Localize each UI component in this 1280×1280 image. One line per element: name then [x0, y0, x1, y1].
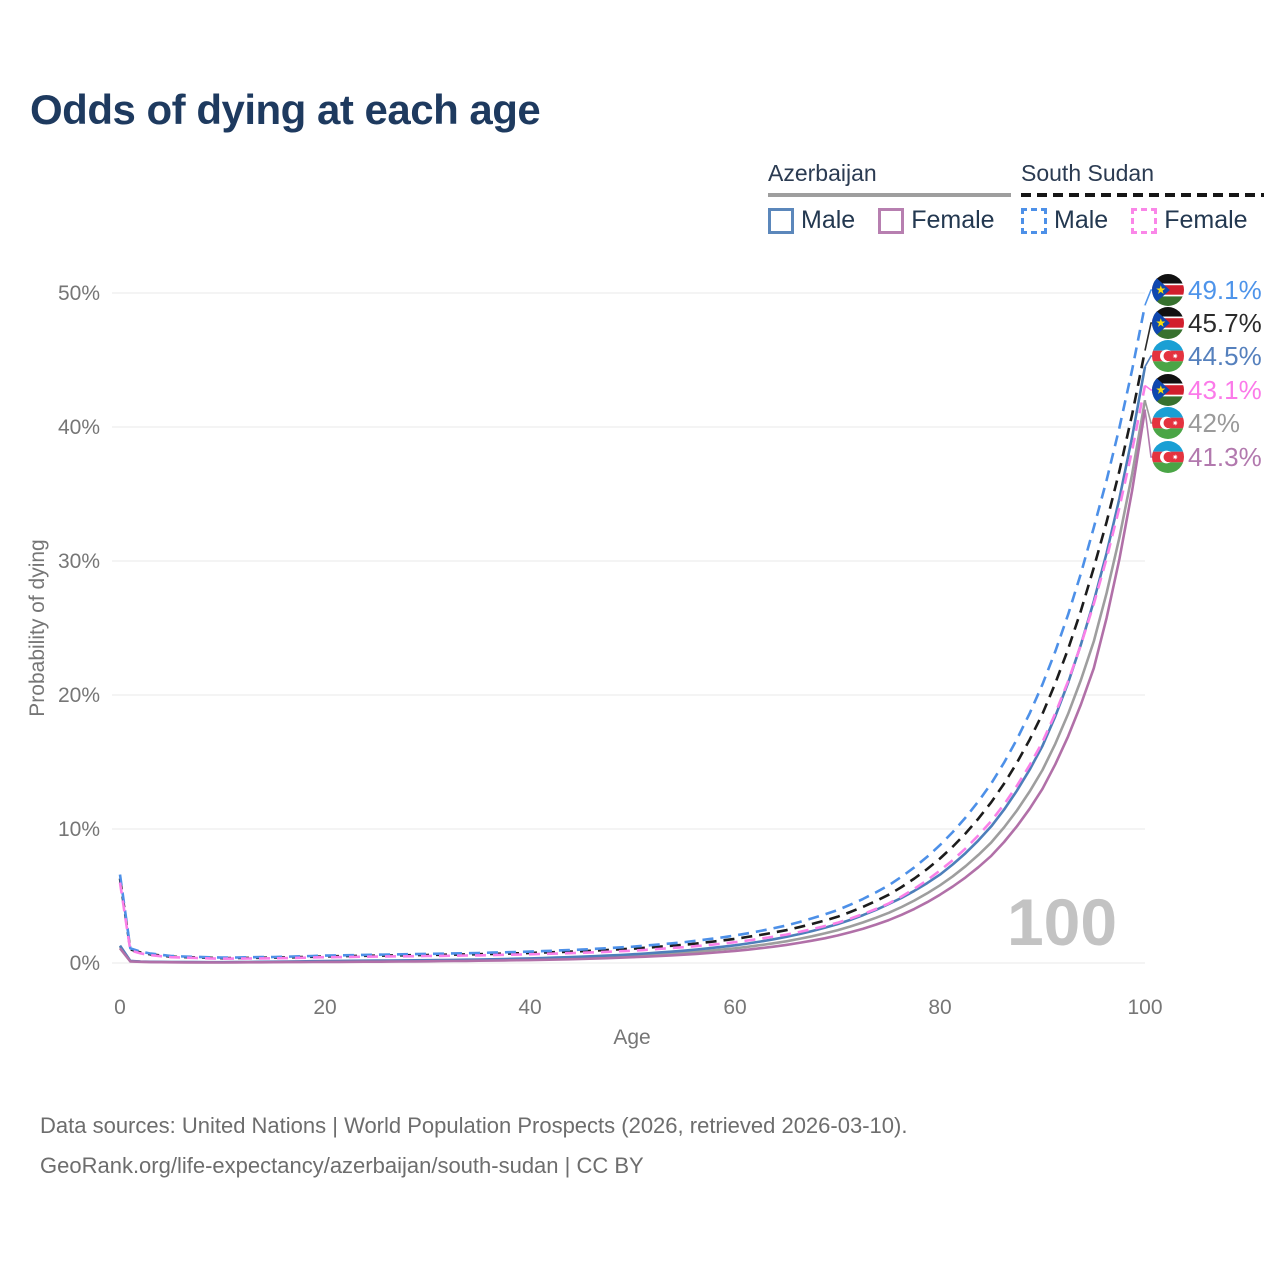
x-tick-label-80: 80 [928, 996, 951, 1019]
end-label-az_male: 44.5% [1188, 341, 1262, 371]
legend-label-south-sudan-female[interactable]: Female [1164, 206, 1248, 234]
legend-heading-south-sudan: South Sudan [1021, 160, 1155, 186]
legend-item-azerbaijan-female[interactable]: Female [878, 206, 995, 235]
x-tick-label-20: 20 [313, 996, 336, 1019]
legend-heading-azerbaijan: Azerbaijan [768, 160, 877, 186]
flag-azerbaijan-icon [1152, 441, 1184, 473]
azerbaijan-female-swatch-icon[interactable] [878, 207, 905, 234]
legend-label-south-sudan-male[interactable]: Male [1054, 206, 1109, 234]
end-label-az_both: 42% [1188, 408, 1240, 438]
legend-group-south-sudan: South Sudan Male Female [1021, 160, 1264, 235]
curve-south-sudan-female [118, 385, 1147, 960]
x-tick-label-0: 0 [114, 996, 126, 1019]
y-tick-label-0: 0% [70, 952, 100, 975]
flag-azerbaijan-icon [1152, 407, 1184, 439]
end-label-ss_female: 43.1% [1188, 375, 1262, 405]
legend-underline-azerbaijan-solid [768, 193, 1011, 197]
y-tick-label-40: 40% [58, 416, 100, 439]
legend-item-south-sudan-male[interactable]: Male [1021, 206, 1108, 235]
end-label-ss_both: 45.7% [1188, 308, 1262, 338]
flag-azerbaijan-icon [1152, 340, 1184, 372]
curve-azerbaijan-male [118, 366, 1147, 964]
legend-item-azerbaijan-male[interactable]: Male [768, 206, 855, 235]
x-tick-label-40: 40 [518, 996, 541, 1019]
age-watermark: 100 [1007, 885, 1117, 959]
data-source-footer: Data sources: United Nations | World Pop… [40, 1106, 907, 1186]
curve-azerbaijan-both [118, 399, 1147, 964]
end-label-ss_male: 49.1% [1188, 275, 1262, 305]
legend-underline-south-sudan-dashed [1021, 193, 1264, 197]
chart-title: Odds of dying at each age [30, 86, 541, 133]
y-axis-title: Probability of dying [26, 539, 49, 716]
y-tick-label-30: 30% [58, 550, 100, 573]
legend-group-azerbaijan: Azerbaijan Male Female [768, 160, 1011, 235]
y-tick-label-10: 10% [58, 818, 100, 841]
y-tick-label-50: 50% [58, 282, 100, 305]
flag-south-sudan-icon [1152, 374, 1184, 406]
legend-label-azerbaijan-male[interactable]: Male [801, 206, 856, 234]
end-label-az_female: 41.3% [1188, 442, 1262, 472]
x-tick-label-60: 60 [723, 996, 746, 1019]
curve-south-sudan-both [118, 350, 1147, 960]
curve-south-sudan-male [118, 304, 1147, 959]
legend-item-south-sudan-female[interactable]: Female [1131, 206, 1248, 235]
footer-line-1: Data sources: United Nations | World Pop… [40, 1113, 908, 1138]
x-axis-title: Age [613, 1026, 650, 1049]
legend-label-azerbaijan-female[interactable]: Female [911, 206, 995, 234]
south-sudan-female-swatch-icon[interactable] [1131, 207, 1158, 234]
azerbaijan-male-swatch-icon[interactable] [768, 207, 794, 234]
footer-line-2: GeoRank.org/life-expectancy/azerbaijan/s… [40, 1153, 644, 1178]
curve-azerbaijan-female [118, 409, 1147, 964]
south-sudan-male-swatch-icon[interactable] [1021, 207, 1047, 234]
y-tick-label-20: 20% [58, 684, 100, 707]
x-tick-label-100: 100 [1127, 996, 1162, 1019]
flag-south-sudan-icon [1152, 274, 1184, 306]
flag-south-sudan-icon [1152, 307, 1184, 339]
